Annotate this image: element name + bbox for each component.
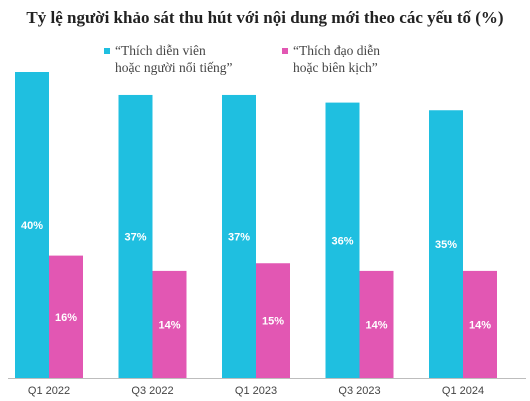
legend-label-celebrity: “Thích diễn viên hoặc người nổi tiếng” <box>115 43 233 75</box>
x-tick-label-1: Q3 2022 <box>131 385 173 397</box>
bar-celebrity-2 <box>222 94 256 378</box>
data-label-director-2: 15% <box>262 316 284 328</box>
x-tick-label-3: Q3 2023 <box>338 385 380 397</box>
legend-swatch-celebrity <box>104 48 110 54</box>
bar-celebrity-0 <box>15 72 49 378</box>
legend-label-director: “Thích đạo diễn hoặc biên kịch” <box>293 43 380 75</box>
bar-celebrity-4 <box>429 110 463 378</box>
x-tick-label-4: Q1 2024 <box>442 385 484 397</box>
data-label-director-1: 14% <box>158 319 180 331</box>
data-label-director-0: 16% <box>55 312 77 324</box>
x-tick-label-2: Q1 2023 <box>235 385 277 397</box>
data-label-director-3: 14% <box>365 319 387 331</box>
bar-director-2 <box>256 263 290 378</box>
bar-director-3 <box>359 270 394 378</box>
data-label-celebrity-0: 40% <box>21 220 43 232</box>
data-label-director-4: 14% <box>469 319 491 331</box>
bar-director-1 <box>152 270 187 378</box>
data-label-celebrity-1: 37% <box>124 231 146 243</box>
data-label-celebrity-2: 37% <box>228 231 250 243</box>
bar-director-4 <box>463 270 497 378</box>
legend-swatch-director <box>282 48 288 54</box>
data-label-celebrity-3: 36% <box>331 235 353 247</box>
bar-celebrity-1 <box>118 94 153 378</box>
bar-celebrity-3 <box>325 102 360 378</box>
chart-title: Tỷ lệ người khảo sát thu hút với nội dun… <box>26 8 504 27</box>
x-tick-label-0: Q1 2022 <box>28 385 70 397</box>
bar-director-0 <box>49 255 83 378</box>
data-label-celebrity-4: 35% <box>435 239 457 251</box>
